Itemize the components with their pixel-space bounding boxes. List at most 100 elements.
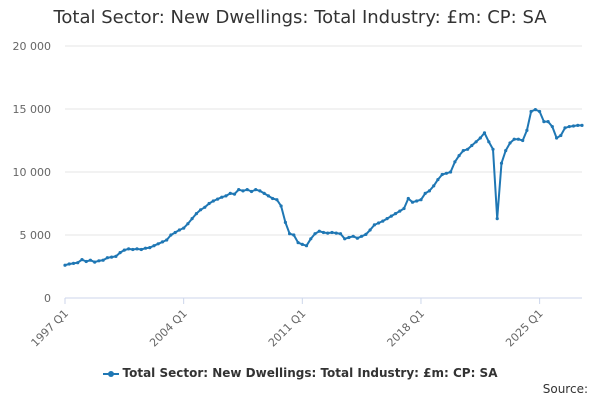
data-point[interactable]: [487, 140, 491, 144]
data-point[interactable]: [63, 263, 67, 267]
series-line[interactable]: [64, 108, 582, 267]
data-point[interactable]: [563, 126, 567, 130]
data-point[interactable]: [440, 172, 444, 177]
data-point[interactable]: [410, 200, 415, 204]
data-point[interactable]: [88, 258, 92, 262]
data-point[interactable]: [398, 209, 402, 213]
data-point[interactable]: [351, 234, 355, 238]
data-point[interactable]: [508, 141, 512, 145]
data-point[interactable]: [321, 230, 326, 235]
data-point[interactable]: [207, 201, 211, 206]
data-point[interactable]: [220, 195, 224, 199]
data-point[interactable]: [495, 217, 499, 221]
data-point[interactable]: [156, 242, 160, 246]
data-point[interactable]: [266, 194, 270, 198]
data-point[interactable]: [474, 140, 478, 144]
data-point[interactable]: [436, 178, 440, 182]
data-point[interactable]: [555, 136, 559, 140]
data-point[interactable]: [203, 205, 207, 209]
data-point[interactable]: [423, 191, 427, 195]
data-point[interactable]: [71, 261, 76, 265]
data-point[interactable]: [135, 247, 139, 251]
data-point[interactable]: [381, 219, 385, 223]
data-point[interactable]: [368, 228, 372, 232]
data-point[interactable]: [186, 222, 190, 226]
data-point[interactable]: [449, 170, 453, 174]
data-point[interactable]: [385, 217, 389, 221]
data-point[interactable]: [93, 260, 97, 264]
data-point[interactable]: [461, 149, 465, 153]
data-point[interactable]: [292, 233, 296, 237]
data-point[interactable]: [415, 199, 419, 203]
data-point[interactable]: [542, 120, 546, 124]
data-point[interactable]: [148, 246, 152, 250]
data-point[interactable]: [516, 137, 521, 141]
data-point[interactable]: [122, 248, 126, 252]
data-point[interactable]: [118, 251, 122, 255]
data-point[interactable]: [504, 149, 508, 153]
data-point[interactable]: [190, 217, 194, 221]
data-point[interactable]: [76, 261, 80, 265]
data-point[interactable]: [300, 242, 304, 246]
data-point[interactable]: [105, 256, 109, 260]
data-point[interactable]: [101, 258, 105, 262]
data-point[interactable]: [470, 143, 474, 148]
data-point[interactable]: [457, 154, 461, 158]
data-point[interactable]: [110, 255, 114, 259]
data-point[interactable]: [271, 196, 275, 201]
data-point[interactable]: [224, 194, 228, 198]
data-point[interactable]: [304, 244, 309, 248]
data-point[interactable]: [114, 254, 118, 258]
data-point[interactable]: [389, 214, 393, 218]
data-point[interactable]: [512, 137, 516, 141]
data-point[interactable]: [313, 232, 317, 236]
data-point[interactable]: [347, 235, 351, 240]
data-point[interactable]: [571, 124, 576, 128]
data-point[interactable]: [499, 161, 504, 165]
data-point[interactable]: [309, 237, 313, 241]
data-point[interactable]: [567, 125, 571, 129]
data-point[interactable]: [80, 258, 84, 262]
data-point[interactable]: [550, 125, 554, 129]
data-point[interactable]: [330, 230, 334, 235]
data-point[interactable]: [237, 188, 241, 192]
data-point[interactable]: [466, 147, 470, 151]
data-point[interactable]: [262, 191, 266, 195]
data-point[interactable]: [317, 229, 321, 233]
data-point[interactable]: [254, 188, 258, 192]
data-point[interactable]: [372, 223, 376, 227]
data-point[interactable]: [127, 247, 131, 251]
data-point[interactable]: [482, 131, 487, 135]
data-point[interactable]: [393, 212, 398, 216]
data-point[interactable]: [402, 206, 406, 211]
data-point[interactable]: [364, 232, 368, 236]
credits[interactable]: Source:: [542, 382, 588, 396]
data-point[interactable]: [559, 133, 563, 138]
data-point[interactable]: [249, 189, 254, 194]
data-point[interactable]: [131, 247, 135, 252]
data-point[interactable]: [173, 230, 177, 235]
data-point[interactable]: [580, 123, 584, 127]
data-point[interactable]: [533, 108, 538, 112]
data-point[interactable]: [275, 198, 279, 202]
data-point[interactable]: [525, 128, 529, 132]
data-point[interactable]: [241, 189, 245, 193]
data-point[interactable]: [334, 231, 338, 235]
data-point[interactable]: [194, 212, 198, 216]
data-point[interactable]: [228, 191, 232, 195]
data-point[interactable]: [199, 208, 203, 212]
data-point[interactable]: [232, 192, 237, 196]
data-point[interactable]: [343, 237, 347, 241]
data-point[interactable]: [139, 247, 143, 252]
data-point[interactable]: [453, 160, 457, 164]
data-point[interactable]: [529, 109, 533, 114]
data-point[interactable]: [546, 120, 550, 124]
data-point[interactable]: [444, 171, 448, 175]
data-point[interactable]: [360, 234, 364, 238]
data-point[interactable]: [216, 197, 220, 201]
data-point[interactable]: [165, 238, 169, 242]
data-point[interactable]: [538, 109, 542, 114]
data-point[interactable]: [377, 221, 381, 225]
data-point[interactable]: [279, 204, 283, 208]
data-point[interactable]: [355, 236, 359, 240]
